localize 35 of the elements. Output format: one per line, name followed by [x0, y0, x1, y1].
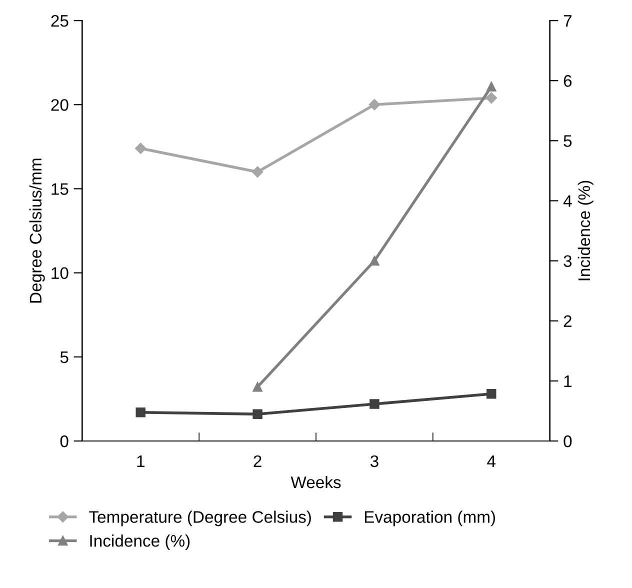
legend-label: Incidence (%) [90, 534, 190, 550]
y-tick-label: 0 [60, 435, 68, 448]
y2-tick-label: 5 [564, 135, 572, 147]
point [136, 408, 146, 418]
y2-tick-label: 3 [564, 255, 572, 268]
legend-label: Evaporation (mm) [364, 510, 496, 526]
point [370, 256, 380, 266]
point [368, 99, 380, 110]
y-tick-label: 5 [60, 351, 68, 364]
point [370, 399, 380, 409]
y-axis-title: Degree Celsius/mm [29, 158, 45, 303]
x-tick-label: 2 [254, 455, 262, 467]
x-axis-title: Weeks [290, 476, 341, 488]
x-tick-label: 3 [370, 455, 378, 468]
legend-label: Temperature (Degree Celsius) [89, 510, 311, 526]
y-tick-label: 10 [52, 267, 68, 280]
y2-tick-label: 0 [564, 435, 572, 448]
y2-tick-label: 7 [564, 15, 572, 27]
x-tick-label: 1 [137, 456, 144, 467]
point [252, 409, 262, 419]
y2-axis-title: Incidence (%) [578, 180, 594, 280]
y2-tick-label: 1 [564, 376, 572, 387]
point [252, 382, 262, 392]
point [486, 389, 496, 399]
y2-tick-label: 6 [564, 75, 572, 87]
y-tick-label: 20 [51, 99, 68, 111]
y-tick-label: 15 [52, 183, 68, 195]
point [135, 142, 146, 154]
x-tick-label: 4 [487, 456, 496, 467]
y2-tick-label: 4 [563, 195, 572, 207]
point [252, 166, 264, 178]
point [486, 92, 497, 104]
y-tick-label: 25 [51, 14, 68, 27]
y2-tick-label: 2 [564, 315, 572, 327]
point [486, 82, 496, 92]
